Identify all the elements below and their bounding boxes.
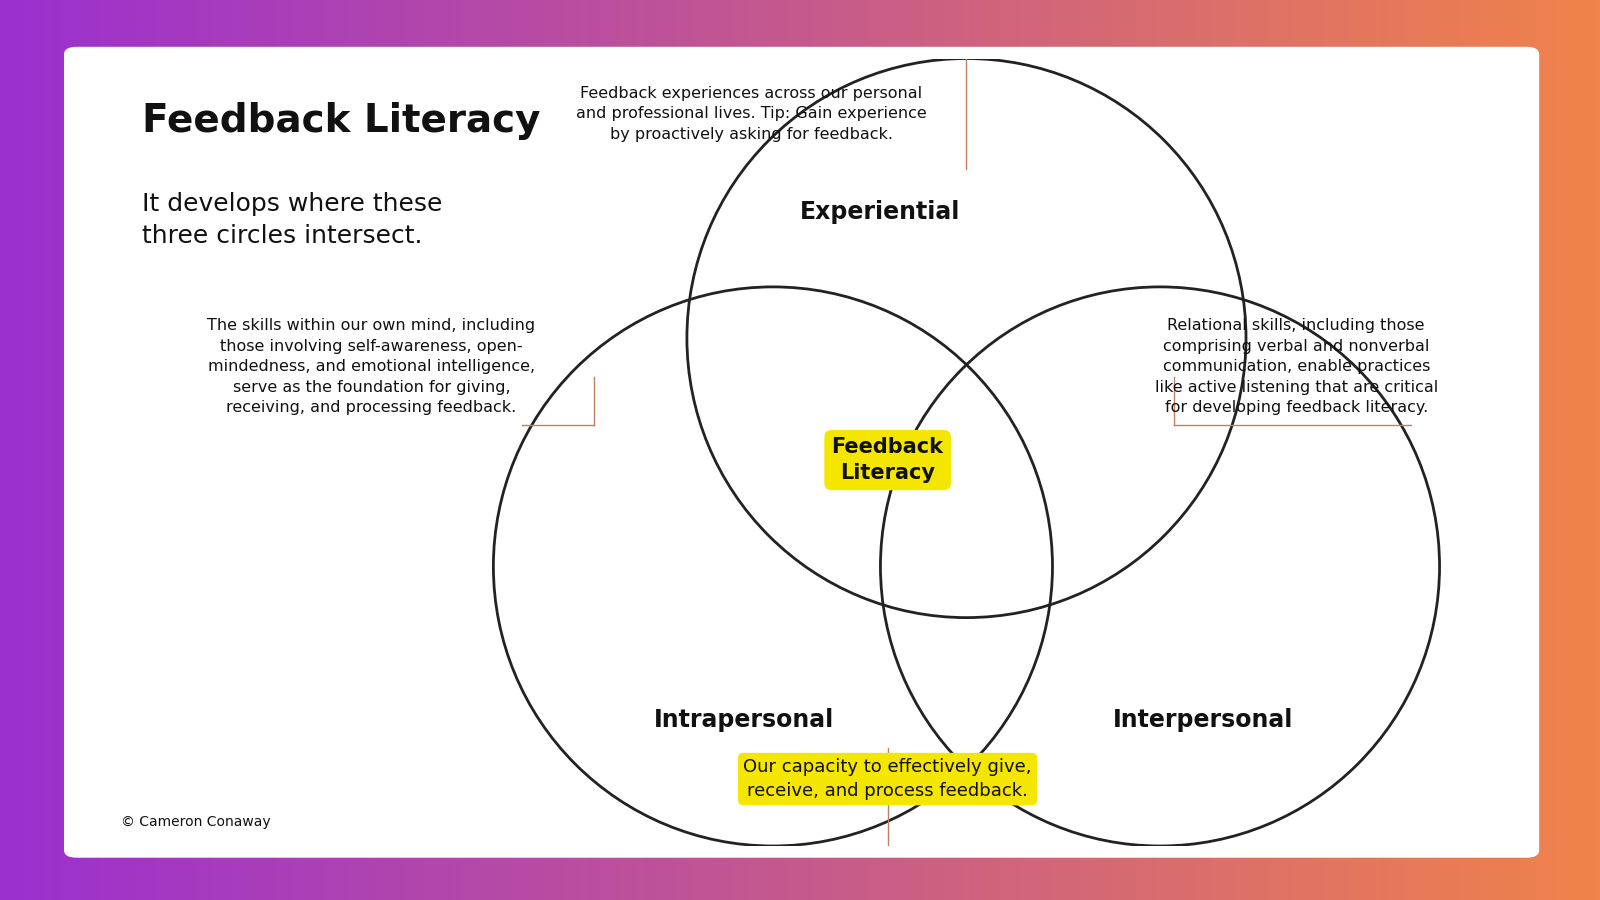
Text: Intrapersonal: Intrapersonal [654, 708, 834, 733]
Text: Our capacity to effectively give,
receive, and process feedback.: Our capacity to effectively give, receiv… [744, 759, 1032, 800]
Text: Feedback
Literacy: Feedback Literacy [832, 437, 944, 483]
Text: Relational skills, including those
comprising verbal and nonverbal
communication: Relational skills, including those compr… [1155, 319, 1438, 415]
Text: Feedback experiences across our personal
and professional lives. Tip: Gain exper: Feedback experiences across our personal… [576, 86, 926, 142]
FancyBboxPatch shape [64, 47, 1539, 858]
Text: It develops where these
three circles intersect.: It develops where these three circles in… [142, 193, 443, 248]
Text: Experiential: Experiential [800, 201, 960, 224]
Text: Feedback Literacy: Feedback Literacy [142, 102, 541, 140]
Text: © Cameron Conaway: © Cameron Conaway [120, 814, 270, 829]
Text: Interpersonal: Interpersonal [1114, 708, 1293, 733]
Text: The skills within our own mind, including
those involving self-awareness, open-
: The skills within our own mind, includin… [208, 319, 536, 415]
